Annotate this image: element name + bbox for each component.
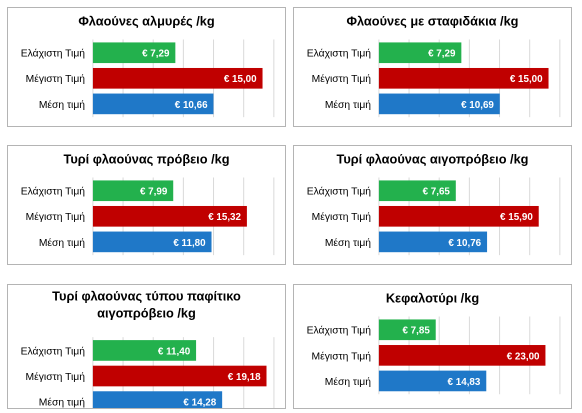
data-label: € 15,00	[510, 74, 543, 85]
data-label: € 15,00	[224, 74, 257, 85]
data-label: € 10,69	[461, 100, 494, 111]
category-label: Μέση τιμή	[325, 237, 371, 249]
chart-svg: Φλαούνες με σταφιδάκια /kg Ελάχιστη Τιμή €…	[307, 14, 561, 118]
chart-panel: Φλαούνες με σταφιδάκια /kg Ελάχιστη Τιμή €…	[293, 7, 572, 127]
data-label: € 7,29	[142, 49, 170, 60]
data-label: € 7,29	[428, 49, 456, 60]
chart-title: Τυρί φλαούνας αιγοπρόβειο /kg	[337, 152, 529, 167]
bar	[378, 42, 462, 64]
chart-svg: Τυρί φλαούνας πρόβειο /kg Ελάχιστη Τιμή € …	[21, 152, 275, 256]
data-label: € 14,28	[183, 398, 216, 408]
chart-panel: Τυρί φλαούνας αιγοπρόβειο /kg Ελάχιστη Τι…	[293, 145, 572, 265]
chart-title: Τυρί φλαούνας πρόβειο /kg	[63, 152, 229, 167]
category-label: Μέση τιμή	[39, 397, 86, 408]
category-label: Μέση τιμή	[325, 99, 371, 111]
chart-svg: Τυρί φλαούνας αιγοπρόβειο /kg Ελάχιστη Τι…	[307, 152, 561, 256]
category-label: Μέγιστη Τιμή	[312, 350, 372, 362]
data-label: € 7,65	[423, 187, 451, 198]
category-label: Μέγιστη Τιμή	[312, 73, 372, 85]
data-label: € 7,99	[140, 187, 168, 198]
category-label: Μέση τιμή	[39, 99, 85, 111]
category-label: Μέση τιμή	[39, 237, 85, 249]
category-label: Ελάχιστη Τιμή	[21, 345, 86, 357]
data-label: € 10,76	[448, 238, 481, 249]
bar	[92, 67, 263, 89]
bar	[92, 42, 176, 64]
data-label: € 11,40	[158, 346, 191, 357]
bar	[378, 345, 546, 366]
category-label: Ελάχιστη Τιμή	[307, 325, 372, 337]
bar	[378, 180, 456, 202]
bar	[378, 231, 488, 253]
data-label: € 7,85	[402, 326, 430, 337]
chart-panel: Κεφαλοτύρι /kg Ελάχιστη Τιμή € 7,85 Μέγιστη…	[293, 284, 572, 409]
category-label: Μέγιστη Τιμή	[26, 73, 86, 85]
data-label: € 19,18	[228, 372, 261, 383]
category-label: Ελάχιστη Τιμή	[307, 186, 372, 198]
bar	[378, 67, 549, 89]
category-label: Μέση τιμή	[325, 376, 372, 388]
chart-panel: Τυρί φλαούνας πρόβειο /kg Ελάχιστη Τιμή € …	[7, 145, 286, 265]
category-label: Μέγιστη Τιμή	[26, 371, 86, 383]
chart-title: Τυρί φλαούνας τύπου παφίτικο	[52, 289, 241, 304]
chart-svg: Φλαούνες αλμυρές /kg Ελάχιστη Τιμή € 7,29 Μ…	[21, 14, 275, 118]
chart-title: Κεφαλοτύρι /kg	[386, 291, 479, 306]
data-label: € 10,66	[175, 100, 208, 111]
data-label: € 15,90	[500, 212, 533, 223]
chart-title: Φλαούνες με σταφιδάκια /kg	[347, 14, 519, 29]
category-label: Ελάχιστη Τιμή	[21, 186, 86, 198]
chart-panel: Τυρί φλαούνας τύπου παφίτικο αιγοπρόβειο …	[7, 284, 286, 409]
category-label: Ελάχιστη Τιμή	[21, 48, 86, 60]
data-label: € 11,80	[173, 238, 206, 249]
category-label: Μέγιστη Τιμή	[312, 211, 372, 223]
chart-svg: Τυρί φλαούνας τύπου παφίτικοαιγοπρόβειο …	[21, 289, 275, 408]
bar	[92, 340, 197, 361]
bar	[378, 93, 500, 115]
bar	[92, 205, 247, 227]
data-label: € 15,32	[208, 212, 241, 223]
data-label: € 14,83	[448, 377, 481, 388]
bar	[378, 370, 487, 392]
category-label: Μέγιστη Τιμή	[26, 211, 86, 223]
bar	[92, 391, 223, 408]
chart-svg: Κεφαλοτύρι /kg Ελάχιστη Τιμή € 7,85 Μέγιστη…	[307, 291, 561, 395]
category-label: Ελάχιστη Τιμή	[307, 48, 372, 60]
chart-title: Φλαούνες αλμυρές /kg	[78, 14, 214, 29]
bar	[378, 205, 539, 227]
bar	[92, 231, 212, 253]
bar	[378, 319, 436, 341]
chart-title: αιγοπρόβειο /kg	[97, 305, 196, 320]
bar	[92, 365, 267, 387]
chart-panel: Φλαούνες αλμυρές /kg Ελάχιστη Τιμή € 7,29 Μ…	[7, 7, 286, 127]
bar	[92, 180, 174, 202]
data-label: € 23,00	[507, 351, 540, 362]
bar	[92, 93, 214, 115]
